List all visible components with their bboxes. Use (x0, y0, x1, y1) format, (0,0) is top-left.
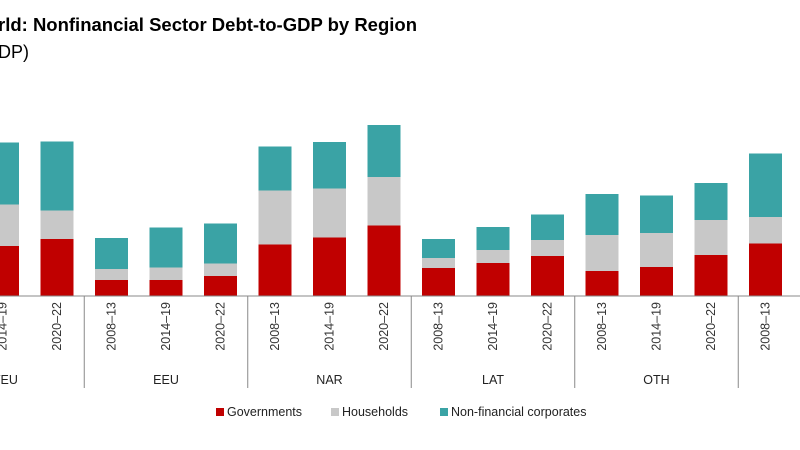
bar-households-5 (258, 190, 292, 245)
bar-households-9 (476, 250, 510, 263)
bars-layer (0, 125, 782, 296)
legend-label-1: Households (342, 405, 408, 419)
bar-households-12 (640, 233, 673, 267)
tick-label-10: 2020–22 (541, 302, 555, 351)
bar-households-7 (367, 177, 401, 226)
legend-label-2: Non-financial corporates (451, 405, 587, 419)
bar-governments-8 (422, 268, 455, 296)
tick-label-2: 2008–13 (105, 302, 119, 351)
tick-label-0: 2014–19 (0, 302, 10, 351)
bar-non-financial-corporates-4 (204, 223, 237, 264)
region-label-lat: LAT (482, 373, 504, 387)
bar-governments-7 (367, 225, 401, 296)
bar-non-financial-corporates-14 (749, 153, 782, 217)
bar-households-6 (313, 188, 346, 238)
bar-governments-14 (749, 243, 782, 296)
tick-label-13: 2020–22 (704, 302, 718, 351)
bar-non-financial-corporates-8 (422, 239, 455, 258)
bar-non-financial-corporates-2 (95, 238, 128, 269)
tick-label-9: 2014–19 (486, 302, 500, 351)
region-label-eeu: EEU (153, 373, 179, 387)
tick-label-6: 2014–19 (323, 302, 337, 351)
bar-households-8 (422, 258, 455, 268)
bar-non-financial-corporates-13 (694, 183, 728, 220)
legend-swatch-2 (440, 408, 448, 416)
bar-governments-2 (95, 280, 128, 296)
tick-label-4: 2020–22 (214, 302, 228, 351)
tick-label-3: 2014–19 (159, 302, 173, 351)
bar-governments-11 (585, 271, 619, 296)
bar-households-0 (0, 204, 19, 246)
region-label-oth: OTH (643, 373, 669, 387)
bar-non-financial-corporates-9 (476, 227, 510, 250)
bar-non-financial-corporates-11 (585, 194, 619, 235)
bar-households-4 (204, 263, 237, 276)
bar-non-financial-corporates-3 (149, 227, 183, 268)
bar-non-financial-corporates-7 (367, 125, 401, 177)
bar-non-financial-corporates-5 (258, 146, 292, 191)
legend: Governments Households Non-financial corpo… (216, 405, 587, 419)
tick-label-7: 2020–22 (377, 302, 391, 351)
region-label-weu: VEU (0, 373, 18, 387)
tick-label-11: 2008–13 (595, 302, 609, 351)
bar-non-financial-corporates-1 (40, 141, 74, 211)
tick-label-5: 2008–13 (268, 302, 282, 351)
x-axis: 2014–19 2020–22 2008–13 2014–19 2020–22 2008–… (0, 295, 800, 388)
region-label-nar: NAR (316, 373, 342, 387)
bar-households-13 (694, 220, 728, 255)
bar-governments-0 (0, 246, 19, 296)
bar-households-3 (149, 267, 183, 280)
bar-governments-9 (476, 263, 510, 296)
bar-households-10 (531, 240, 564, 256)
bar-households-1 (40, 210, 74, 239)
bar-households-11 (585, 235, 619, 271)
bar-governments-5 (258, 244, 292, 296)
tick-label-12: 2014–19 (650, 302, 664, 351)
bar-governments-10 (531, 256, 564, 296)
bar-households-2 (95, 269, 128, 280)
bar-non-financial-corporates-10 (531, 214, 564, 240)
legend-swatch-0 (216, 408, 224, 416)
legend-label-0: Governments (227, 405, 302, 419)
bar-governments-12 (640, 267, 673, 296)
tick-label-1: 2020–22 (50, 302, 64, 351)
bar-non-financial-corporates-0 (0, 142, 19, 205)
chart-subtitle: DP) (0, 42, 29, 62)
bar-governments-1 (40, 239, 74, 296)
bar-non-financial-corporates-12 (640, 195, 673, 233)
chart-title: rld: Nonfinancial Sector Debt-to-GDP by … (0, 14, 417, 35)
bar-non-financial-corporates-6 (313, 142, 346, 189)
bar-governments-4 (204, 276, 237, 296)
tick-label-8: 2008–13 (432, 302, 446, 351)
legend-swatch-1 (331, 408, 339, 416)
bar-governments-6 (313, 237, 346, 296)
tick-label-14: 2008–13 (759, 302, 773, 351)
bar-households-14 (749, 217, 782, 244)
bar-governments-13 (694, 255, 728, 296)
bar-governments-3 (149, 280, 183, 296)
